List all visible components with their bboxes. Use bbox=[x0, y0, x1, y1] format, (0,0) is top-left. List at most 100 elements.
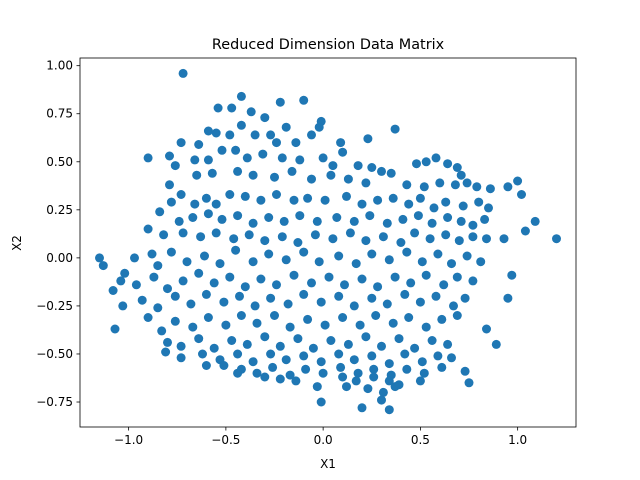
data-point bbox=[287, 166, 297, 176]
data-point bbox=[201, 193, 211, 203]
data-point bbox=[328, 234, 338, 244]
data-point bbox=[192, 170, 202, 180]
data-point bbox=[441, 230, 451, 240]
data-point bbox=[120, 268, 130, 278]
data-point bbox=[266, 349, 276, 359]
data-point bbox=[417, 257, 427, 267]
data-point bbox=[161, 347, 171, 357]
data-point bbox=[231, 245, 241, 255]
data-point bbox=[351, 376, 361, 386]
data-point bbox=[404, 199, 414, 209]
data-point bbox=[174, 216, 184, 226]
data-point bbox=[357, 274, 367, 284]
data-point bbox=[435, 178, 445, 188]
data-point bbox=[400, 289, 410, 299]
data-point bbox=[163, 337, 172, 347]
data-point bbox=[182, 257, 192, 267]
data-point bbox=[198, 349, 207, 359]
data-point bbox=[98, 261, 108, 271]
data-point bbox=[130, 253, 139, 263]
data-point bbox=[131, 280, 141, 290]
data-point bbox=[178, 276, 188, 286]
data-point bbox=[248, 170, 258, 180]
data-point bbox=[452, 272, 462, 282]
data-point bbox=[188, 322, 198, 332]
data-point bbox=[299, 351, 309, 361]
data-point bbox=[342, 191, 351, 201]
data-point bbox=[369, 364, 379, 374]
data-point bbox=[233, 368, 243, 378]
data-point bbox=[462, 251, 472, 261]
data-point bbox=[225, 190, 235, 199]
data-point bbox=[235, 291, 244, 301]
data-point bbox=[165, 151, 174, 161]
data-point bbox=[258, 149, 268, 159]
data-point bbox=[260, 113, 270, 123]
data-point bbox=[291, 138, 301, 148]
data-point bbox=[143, 153, 153, 163]
data-point bbox=[272, 280, 281, 290]
data-point bbox=[190, 155, 200, 165]
data-point bbox=[363, 384, 373, 394]
data-point bbox=[361, 178, 371, 188]
data-point bbox=[252, 318, 262, 328]
data-point bbox=[349, 355, 359, 365]
data-point bbox=[176, 353, 186, 363]
chart-title: Reduced Dimension Data Matrix bbox=[212, 37, 445, 53]
data-point bbox=[421, 270, 431, 280]
data-point bbox=[272, 190, 281, 199]
data-point bbox=[155, 207, 165, 217]
data-point bbox=[219, 361, 229, 370]
y-tick-label: −0.50 bbox=[36, 347, 73, 361]
data-point bbox=[472, 182, 482, 192]
data-point bbox=[314, 122, 324, 132]
y-tick-label: −0.25 bbox=[36, 299, 73, 313]
data-point bbox=[250, 130, 260, 140]
data-point bbox=[482, 234, 491, 244]
data-point bbox=[285, 322, 295, 332]
data-point bbox=[443, 159, 453, 169]
data-point bbox=[318, 368, 328, 378]
data-point bbox=[203, 126, 213, 136]
data-point bbox=[289, 270, 299, 280]
data-point bbox=[328, 161, 338, 171]
data-point bbox=[178, 228, 188, 238]
data-point bbox=[211, 228, 221, 238]
data-point bbox=[345, 228, 355, 238]
data-point bbox=[484, 203, 493, 213]
data-point bbox=[264, 213, 274, 222]
data-point bbox=[275, 374, 285, 384]
data-point bbox=[266, 293, 276, 303]
data-point bbox=[201, 289, 211, 299]
data-point bbox=[227, 336, 237, 345]
data-point bbox=[225, 130, 235, 140]
data-point bbox=[194, 334, 204, 344]
data-point bbox=[373, 195, 383, 205]
data-point bbox=[260, 332, 270, 342]
data-point bbox=[176, 138, 186, 148]
x-tick-label: −0.5 bbox=[211, 433, 240, 447]
data-point bbox=[386, 168, 396, 178]
data-point bbox=[373, 282, 383, 292]
data-point bbox=[530, 216, 540, 226]
data-point bbox=[281, 355, 291, 365]
data-point bbox=[256, 195, 266, 205]
data-point bbox=[215, 259, 225, 269]
data-point bbox=[443, 213, 453, 222]
x-tick-label: −1.0 bbox=[114, 433, 143, 447]
data-point bbox=[217, 214, 227, 224]
data-point bbox=[343, 339, 353, 349]
data-point bbox=[264, 249, 274, 259]
data-point bbox=[248, 357, 258, 367]
data-point bbox=[279, 216, 289, 226]
data-point bbox=[233, 211, 243, 221]
data-point bbox=[211, 199, 221, 209]
data-point bbox=[281, 122, 291, 132]
data-point bbox=[320, 195, 330, 205]
data-point bbox=[421, 157, 431, 167]
data-point bbox=[229, 234, 239, 244]
data-point bbox=[552, 234, 561, 244]
data-point bbox=[236, 91, 246, 101]
data-point bbox=[369, 372, 379, 382]
data-point bbox=[285, 370, 295, 380]
